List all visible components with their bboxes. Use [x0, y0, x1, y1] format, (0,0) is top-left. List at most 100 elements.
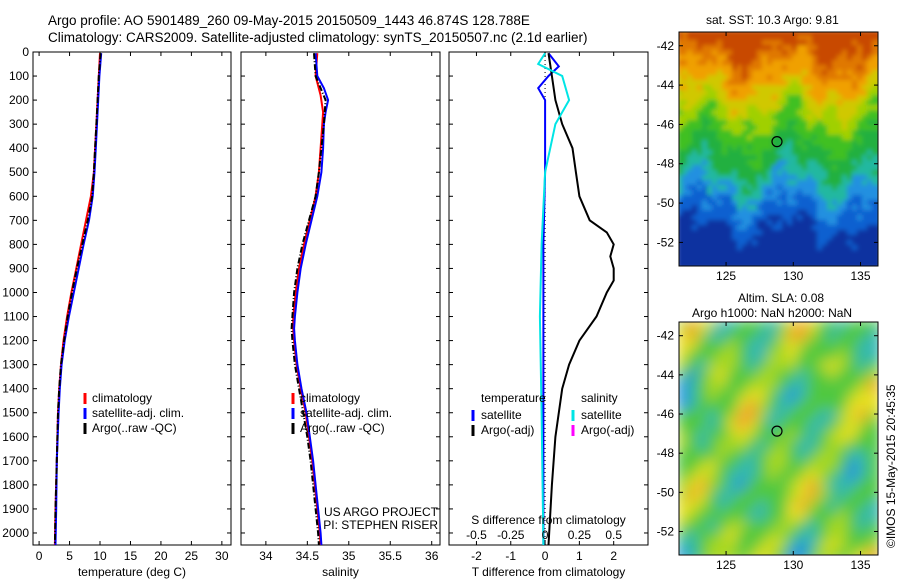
y-tick-label: 800	[9, 237, 29, 251]
plot-frame	[32, 51, 232, 546]
y-tick-label: 1400	[2, 382, 29, 396]
legend-label: satellite-adj. clim.	[92, 406, 184, 420]
legend-label: Argo(..raw -QC)	[92, 421, 177, 435]
y-tick-label: 1800	[2, 478, 29, 492]
y-tick-label: -46	[657, 117, 675, 131]
y-tick-label: 1500	[2, 406, 29, 420]
y-tick-label: 2000	[2, 526, 29, 540]
series-line-2	[53, 53, 102, 545]
y-tick-label: -44	[657, 368, 675, 382]
series-line-2	[290, 53, 327, 545]
y-tick-label: -50	[657, 196, 675, 210]
x-tick-label: 130	[783, 558, 803, 572]
legend-label: Argo(-adj)	[581, 423, 634, 437]
y-tick-label: 0	[22, 45, 29, 59]
y-tick-label: -50	[657, 485, 675, 499]
y-tick-label: 100	[9, 69, 29, 83]
x-tick-label: 20	[154, 549, 168, 563]
x-tick-label: 125	[716, 558, 736, 572]
plot-frame	[448, 51, 649, 546]
sst-field	[679, 32, 878, 266]
y-tick-label: -46	[657, 407, 675, 421]
sst-map-panel: -42 -44 -46 -48 -50 -52 125 130 135	[657, 31, 879, 283]
x-tick-label: 10	[93, 549, 107, 563]
y-tick-label: -42	[657, 329, 675, 343]
top-tick-label: -0.5	[466, 528, 487, 542]
top-tick-label: 0	[542, 528, 549, 542]
sst-map-title: sat. SST: 10.3 Argo: 9.81	[706, 13, 839, 27]
series-line-1	[547, 53, 615, 545]
y-tick-label: 1600	[2, 430, 29, 444]
annotation-text: PI: STEPHEN RISER	[323, 518, 438, 532]
y-tick-label: 1300	[2, 358, 29, 372]
x-tick-label: 30	[215, 549, 229, 563]
y-tick-label: -52	[657, 235, 675, 249]
annotation-text: US ARGO PROJECT	[324, 505, 439, 519]
map-frame	[678, 31, 879, 267]
field-cells	[679, 32, 878, 266]
sla-map-subtitle: Argo h1000: NaN h2000: NaN	[692, 306, 853, 320]
argo-location-marker	[771, 425, 783, 437]
y-tick-label: 1200	[2, 334, 29, 348]
x-tick-label: 5	[66, 549, 73, 563]
x-tick-label: 135	[851, 558, 871, 572]
x-tick-label: 135	[851, 269, 871, 283]
legend-title-salinity: salinity	[581, 391, 618, 405]
x-tick-label: 34.5	[296, 549, 320, 563]
x-tick-label: 15	[124, 549, 138, 563]
x-tick-label: 125	[716, 269, 736, 283]
x-axis-label: salinity	[322, 565, 359, 579]
y-tick-label: 500	[9, 165, 29, 179]
legend-label: satellite	[481, 408, 522, 422]
y-tick-label: 700	[9, 213, 29, 227]
y-tick-label: -42	[657, 39, 675, 53]
y-tick-label: 200	[9, 93, 29, 107]
sla-map-title: Altim. SLA: 0.08	[738, 291, 825, 305]
profile-panel-0: 0100200300400500600700800900100011001200…	[2, 45, 232, 579]
field-cells	[679, 322, 878, 555]
x-tick-label: 1	[576, 549, 583, 563]
top-tick-label: 0.5	[605, 528, 622, 542]
y-tick-label: 600	[9, 189, 29, 203]
top-tick-label: 0.25	[568, 528, 592, 542]
profile-panel-1: 34 34.5 35 35.5 36 salinity climatologysatelli…	[240, 51, 441, 579]
top-tick-label: -0.25	[497, 528, 525, 542]
x-tick-label: 0	[542, 549, 549, 563]
x-axis-label: T difference from climatology	[472, 565, 626, 579]
x-tick-label: 34	[259, 549, 273, 563]
sla-map-panel: -42 -44 -46 -48 -50 -52 125 130 135	[657, 321, 879, 572]
y-tick-label: -44	[657, 78, 675, 92]
x-tick-label: 0	[36, 549, 43, 563]
figure-subtitle: Climatology: CARS2009. Satellite-adjuste…	[48, 30, 588, 45]
sla-field	[679, 322, 878, 555]
map-frame	[678, 321, 879, 556]
x-tick-label: 2	[610, 549, 617, 563]
legend-label: Argo(-adj)	[481, 423, 534, 437]
x-tick-label: 25	[185, 549, 199, 563]
series-line-2	[536, 52, 571, 545]
y-tick-label: 1000	[2, 285, 29, 299]
legend-label: satellite	[581, 408, 622, 422]
y-tick-label: 1700	[2, 454, 29, 468]
legend-label: Argo(..raw -QC)	[300, 421, 385, 435]
x-axis-label: temperature (deg C)	[78, 565, 186, 579]
y-tick-label: -48	[657, 157, 675, 171]
plot-frame	[240, 51, 441, 546]
x-tick-label: 36	[425, 549, 439, 563]
legend-label: climatology	[300, 391, 360, 405]
y-tick-label: 1900	[2, 502, 29, 516]
x-tick-label: -1	[505, 549, 516, 563]
top-axis-label: S difference from climatology	[471, 513, 626, 527]
legend-label: climatology	[92, 391, 152, 405]
profile-panel-2: -2 -1 0 1 2 T difference from climatology temp…	[448, 51, 649, 579]
y-tick-label: -52	[657, 525, 675, 539]
x-tick-label: -2	[471, 549, 482, 563]
x-tick-label: 130	[783, 269, 803, 283]
y-tick-label: 400	[9, 141, 29, 155]
argo-location-marker	[771, 136, 783, 148]
legend-title-temperature: temperature	[481, 391, 546, 405]
legend-label: satellite-adj. clim.	[300, 406, 392, 420]
y-tick-label: 300	[9, 117, 29, 131]
y-tick-label: 900	[9, 261, 29, 275]
y-tick-label: 1100	[3, 310, 29, 324]
